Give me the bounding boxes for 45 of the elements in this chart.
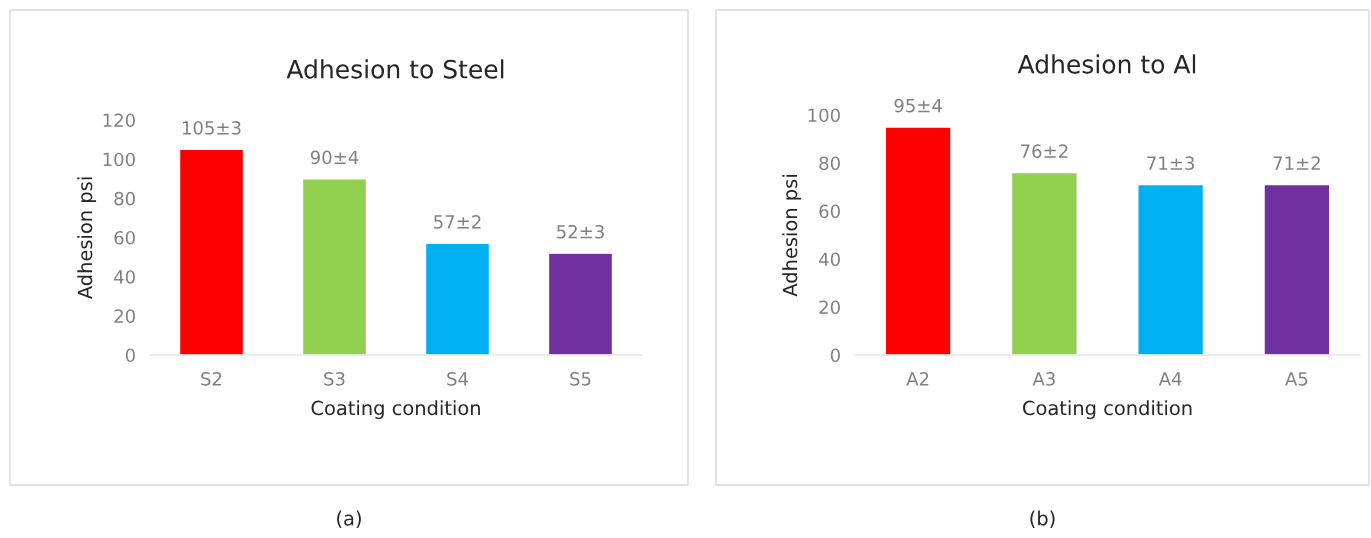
x-tick-label: S3 [324,371,345,386]
data-label: 76±2 [1021,144,1068,158]
x-axis-title: Coating condition [1023,400,1192,420]
y-tick-label: 20 [819,300,840,315]
x-tick-label: A4 [1158,372,1182,386]
y-tick-label: 0 [125,348,135,363]
y-tick-label: 120 [103,113,135,128]
data-label: 52±3 [557,224,604,239]
x-tick-label: A3 [1032,371,1055,386]
y-tick-label: 80 [114,191,135,206]
bar [884,126,952,355]
x-axis-title: Coating condition [311,400,480,420]
bar [301,178,368,355]
bar [1010,171,1078,355]
text: (a) [337,510,361,528]
y-tick-label: 0 [830,348,840,363]
x-tick-label: S4 [447,371,468,386]
data-label: 71±2 [1273,156,1320,170]
text: (b) [1030,510,1055,528]
y-tick-label: 40 [819,252,840,267]
data-label: 71±3 [1147,156,1194,170]
x-tick-label: A2 [906,371,929,386]
y-axis-title: Adhesion psi [782,175,802,297]
y-tick-label: 60 [819,204,840,219]
y-tick-label: 100 [103,152,135,167]
y-tick-label: 60 [114,230,135,245]
bar [424,242,491,355]
y-tick-label: 80 [819,156,840,171]
x-tick-label: A5 [1285,372,1308,386]
y-tick-label: 40 [114,270,135,284]
bar [178,148,245,355]
data-label: 95±4 [894,98,942,113]
chart-title: Adhesion to Al [1017,54,1196,74]
x-tick-label: S2 [201,371,222,386]
data-label: 105±3 [182,121,241,135]
bar [1137,183,1205,355]
data-label: 57±2 [434,215,481,229]
bar [547,252,614,355]
y-tick-label: 100 [808,108,840,123]
y-axis-title: Adhesion psi [77,177,97,300]
data-label: 90±4 [310,150,359,165]
chart-title: Adhesion to Steel [286,59,504,79]
x-tick-label: S5 [570,371,591,386]
y-tick-label: 20 [114,309,135,323]
bar [1263,183,1331,355]
